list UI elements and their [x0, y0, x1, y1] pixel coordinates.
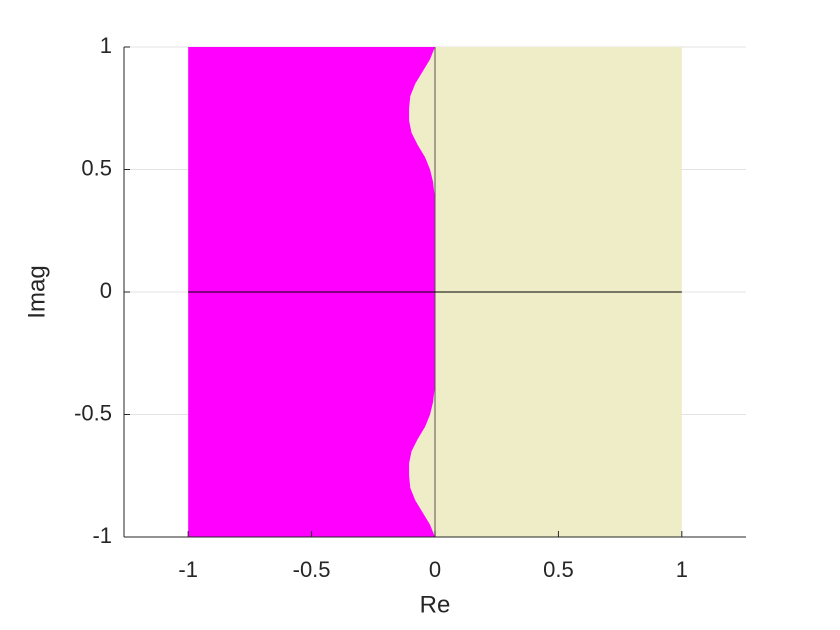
y-axis-label: Imag [23, 265, 50, 318]
y-tick-label: 0 [100, 278, 112, 303]
x-tick-label: 0.5 [543, 557, 574, 582]
x-tick-label: 0 [429, 557, 441, 582]
x-tick-label: -0.5 [293, 557, 331, 582]
x-axis-label: Re [420, 591, 451, 618]
y-tick-label: -0.5 [74, 400, 112, 425]
x-tick-label: -1 [178, 557, 198, 582]
y-tick-label: 0.5 [81, 155, 112, 180]
x-tick-label: 1 [676, 557, 688, 582]
y-tick-label: -1 [92, 523, 112, 548]
y-tick-label: 1 [100, 33, 112, 58]
